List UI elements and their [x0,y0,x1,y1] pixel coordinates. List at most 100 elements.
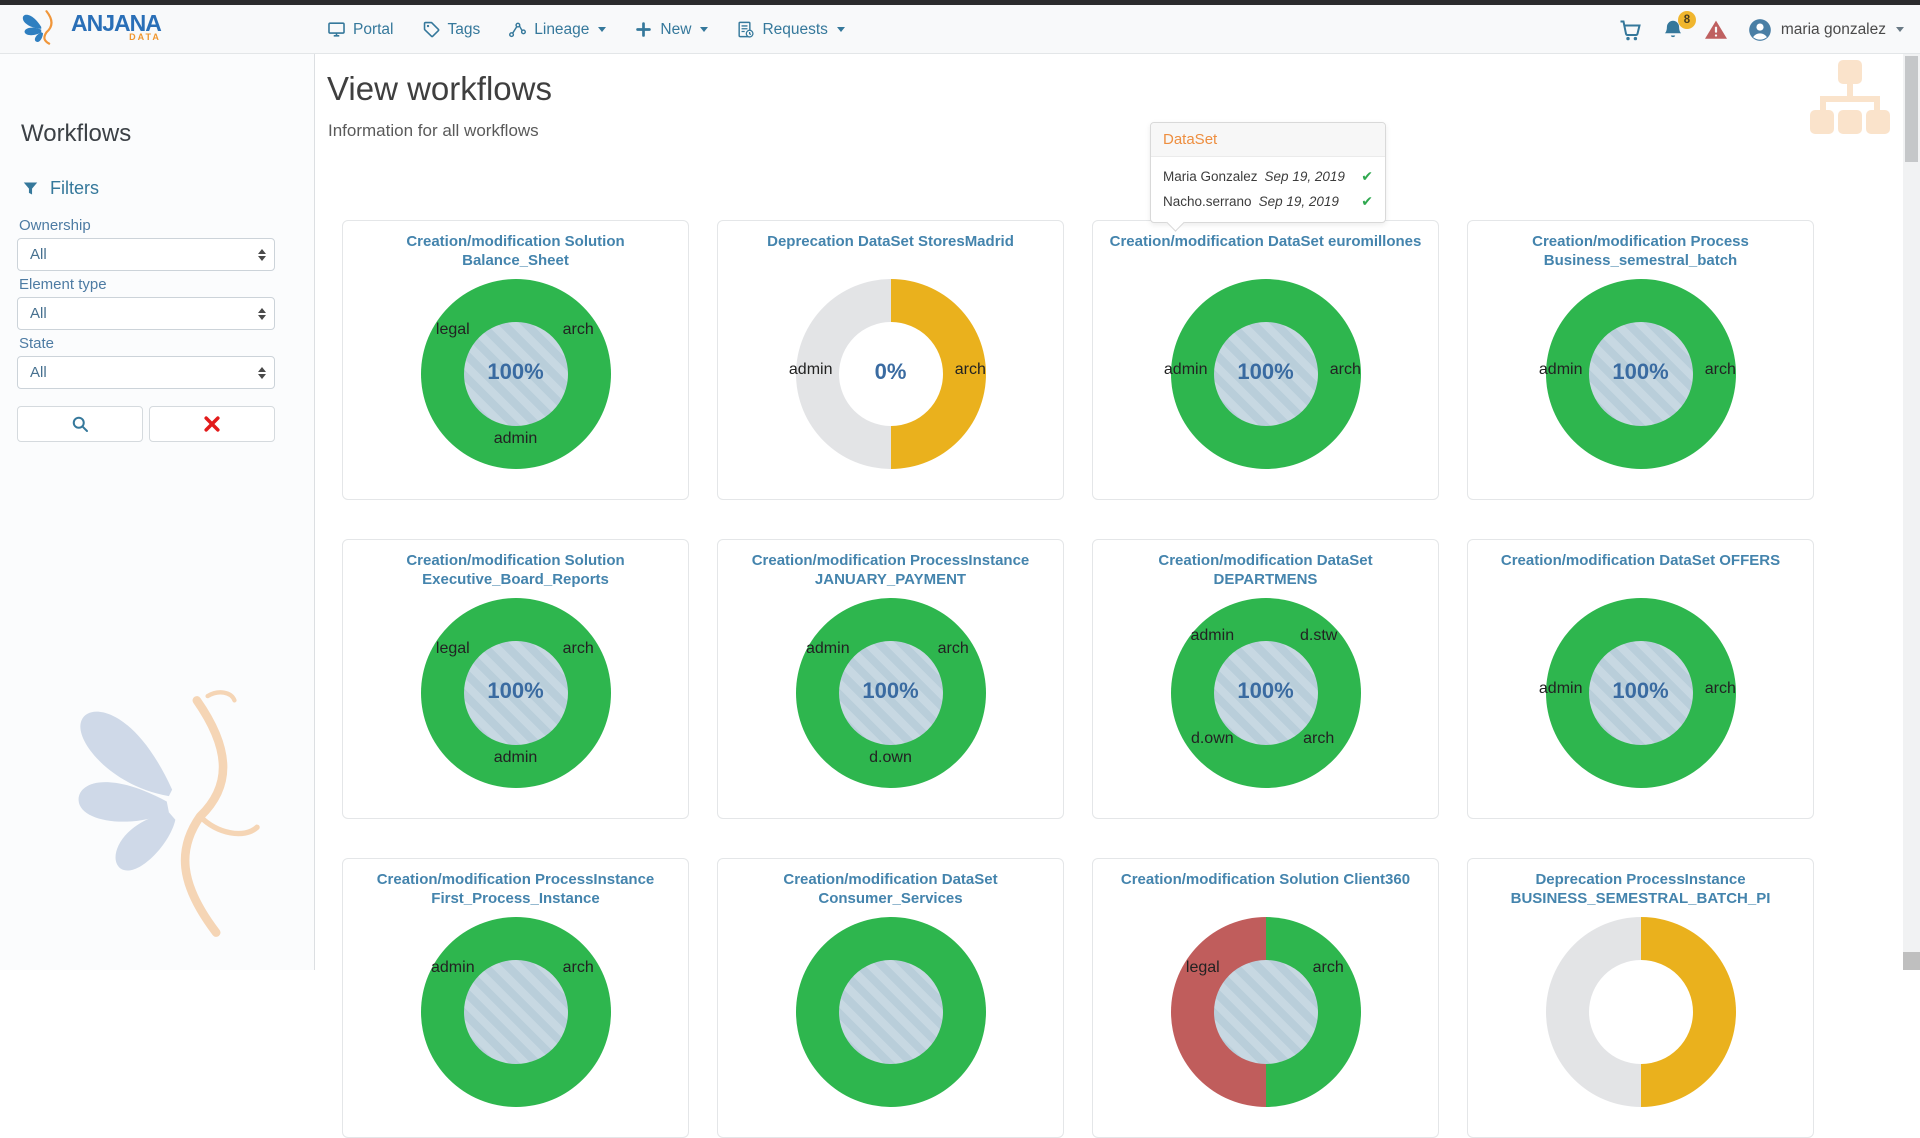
scrollbar-corner [1903,952,1920,970]
state-select[interactable]: All [17,356,275,389]
workflow-card[interactable]: Creation/modification ProcessInstance Fi… [342,858,689,1138]
donut-role-label: admin [493,748,538,766]
donut-role-label: arch [562,640,594,658]
donut-center [838,322,943,426]
workflow-card[interactable]: Creation/modification DataSet OFFERS 100… [1467,539,1814,819]
brand-logo[interactable]: ANJANA DATA [22,9,162,45]
nav-item-lineage[interactable]: Lineage [508,20,607,39]
donut-center [1213,641,1318,745]
workflow-card[interactable]: Creation/modification Solution Balance_S… [342,220,689,500]
approver-name: Maria Gonzalez [1163,169,1258,184]
sidebar-title: Workflows [21,120,132,147]
workflow-donut-chart[interactable]: 100% admin arch [1539,279,1736,469]
workflow-card[interactable]: Creation/modification DataSet Consumer_S… [717,858,1064,1138]
donut-role-label: admin [806,640,850,658]
workflow-card[interactable]: Deprecation DataSet StoresMadrid 0% admi… [717,220,1064,500]
workflow-card[interactable]: Deprecation ProcessInstance BUSINESS_SEM… [1467,858,1814,1138]
page-subtitle: Information for all workflows [328,121,539,140]
workflow-card[interactable]: Creation/modification Solution Executive… [342,539,689,819]
workflow-card-title: Deprecation DataSet StoresMadrid [767,233,1014,250]
workflow-percent: 100% [1612,678,1669,704]
requests-icon [736,20,755,39]
scrollbar-thumb[interactable] [1905,56,1918,162]
vertical-scrollbar[interactable] [1903,54,1920,970]
approval-date: Sep 19, 2019 [1258,194,1339,209]
workflow-donut-chart[interactable]: legal arch [1170,917,1361,1107]
nav-right-cluster: 8 maria gonzalez [1618,5,1904,54]
alerts-button[interactable] [1704,18,1728,42]
search-button[interactable] [17,406,143,442]
close-icon [204,416,220,432]
approval-popover: DataSet Maria Gonzalez Sep 19, 2019 ✔ Na… [1150,122,1386,223]
donut-role-label: d.stw [1300,627,1338,644]
workflow-card-title: Creation/modification ProcessInstance JA… [751,552,1030,588]
donut-role-label: arch [562,321,594,339]
workflow-card[interactable]: Creation/modification Solution Client360… [1092,858,1439,1138]
workflow-donut-chart[interactable]: 0% admin arch [789,279,986,469]
donut-role-label: legal [435,321,470,339]
workflow-donut-chart[interactable] [1545,917,1736,1107]
donut-role-label: admin [1163,361,1208,379]
workflow-card[interactable]: Creation/modification ProcessInstance JA… [717,539,1064,819]
workflow-donut-chart[interactable] [795,917,986,1107]
donut-center [1213,322,1318,426]
donut-role-label: legal [435,640,470,658]
donut-role-label: admin [1190,627,1235,644]
notification-badge: 8 [1677,10,1696,29]
approval-row: Maria Gonzalez Sep 19, 2019 ✔ [1151,164,1385,189]
user-name: maria gonzalez [1780,20,1886,38]
cart-button[interactable] [1618,18,1642,42]
donut-role-label: admin [1538,361,1583,379]
donut-role-label: arch [937,640,969,658]
filters-block: Ownership All Element type All State All [17,212,275,442]
check-icon: ✔ [1361,193,1373,209]
chevron-down-icon [1896,27,1904,32]
notifications-button[interactable]: 8 [1661,10,1696,42]
nav-menu: Portal Tags Lineage New Requests [327,5,845,54]
workflow-card-grid: Creation/modification Solution Balance_S… [342,220,1814,1138]
nav-item-requests[interactable]: Requests [736,20,845,39]
workflow-donut-chart[interactable]: 100% admin arch [1164,279,1361,469]
workflow-card[interactable]: Creation/modification DataSet DEPARTMENS… [1092,539,1439,819]
tag-icon [422,20,441,39]
workflow-card[interactable]: Creation/modification Process Business_s… [1467,220,1814,500]
workflow-card-title: Creation/modification Process Business_s… [1532,233,1749,269]
donut-center [838,641,943,745]
warning-triangle-icon [1704,20,1727,39]
clear-filters-button[interactable] [149,406,275,442]
ownership-select[interactable]: All [17,238,275,271]
chevron-down-icon [700,27,709,32]
cart-icon [1620,20,1641,40]
sitemap-icon[interactable] [1808,58,1892,142]
element-type-select[interactable]: All [17,297,275,330]
donut-role-label: arch [562,959,594,977]
approver-name: Nacho.serrano [1163,194,1252,209]
workflow-percent: 0% [874,359,907,385]
workflow-donut-chart[interactable]: 100% admin arch d.own [795,598,986,788]
workflow-donut-chart[interactable]: 100% legal arch admin [420,279,611,469]
donut-center [1588,641,1693,745]
nav-item-portal[interactable]: Portal [327,20,394,39]
donut-role-label: arch [1704,680,1736,698]
window-top-strip [0,0,1920,5]
bell-icon [1664,20,1682,37]
workflow-donut-chart[interactable]: 100% legal arch admin [420,598,611,788]
nav-item-new[interactable]: New [634,20,709,39]
workflow-card-title: Creation/modification DataSet euromillon… [1109,233,1422,250]
check-icon: ✔ [1361,168,1373,184]
workflow-donut-chart[interactable]: 100% admin d.stw d.own arch [1170,598,1361,788]
nav-item-tags[interactable]: Tags [422,20,480,39]
filter-funnel-icon [23,182,38,195]
workflow-donut-chart[interactable]: 100% admin arch [1539,598,1736,788]
donut-center [1588,322,1693,426]
workflow-card-title: Creation/modification DataSet DEPARTMENS [1158,552,1373,588]
filter-field-label: State [19,335,55,352]
workflow-card-title: Creation/modification DataSet OFFERS [1500,552,1781,569]
workflow-card-title: Deprecation ProcessInstance BUSINESS_SEM… [1510,871,1771,907]
workflow-percent: 100% [1612,359,1669,385]
workflow-donut-chart[interactable]: admin arch [420,917,611,1107]
user-menu[interactable]: maria gonzalez [1747,17,1904,43]
workflow-card[interactable]: Creation/modification DataSet euromillon… [1092,220,1439,500]
workflow-card-title: Creation/modification Solution Balance_S… [406,233,625,269]
popover-title: DataSet [1151,123,1385,157]
